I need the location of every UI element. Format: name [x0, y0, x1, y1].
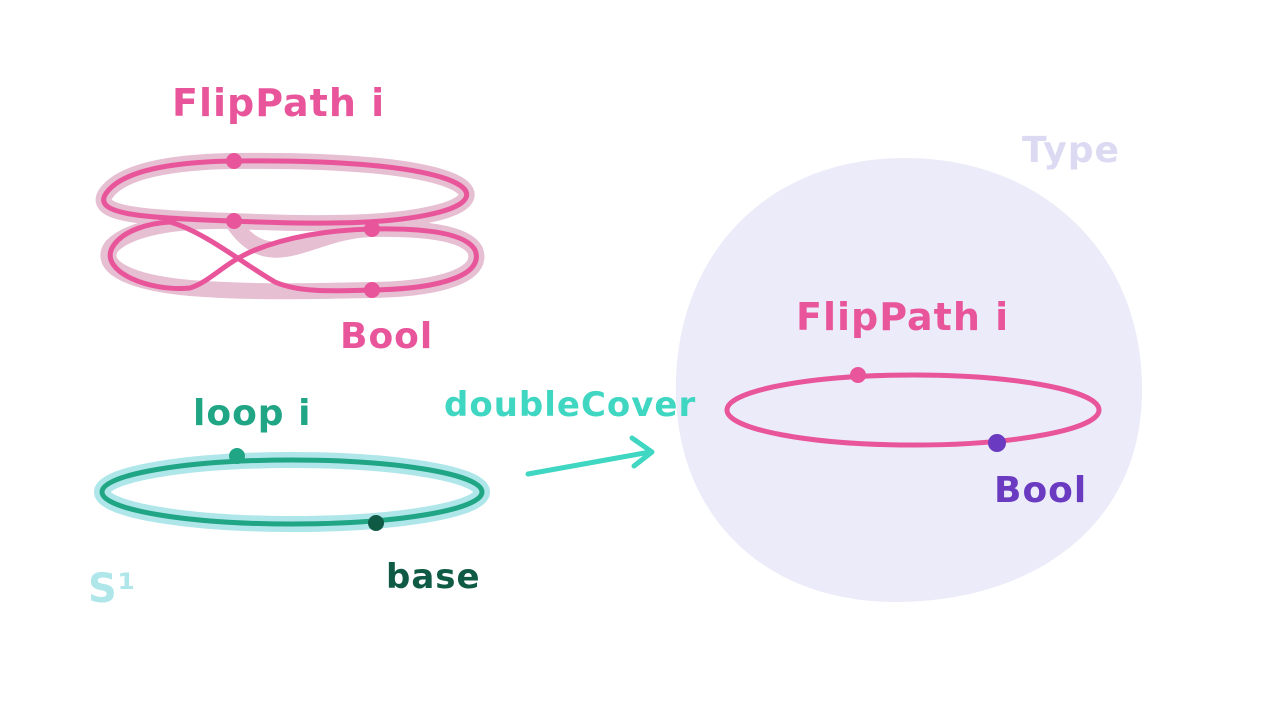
loop-point — [229, 448, 245, 464]
circle-figure — [94, 448, 490, 532]
type-universe-disc — [675, 158, 1143, 603]
cover-point-bottom — [364, 282, 380, 298]
universe-path-point — [850, 367, 866, 383]
cover-total-label: FlipPath i — [172, 81, 385, 125]
universe-path-label: FlipPath i — [796, 295, 1009, 339]
arrow-head — [629, 435, 655, 469]
circle-loop — [99, 457, 485, 527]
map-arrow — [525, 435, 655, 477]
map-label: doubleCover — [444, 385, 696, 425]
double-cover-lower-strand — [107, 219, 479, 294]
double-cover-upper-strand — [101, 158, 470, 226]
universe-path-loop — [724, 372, 1102, 448]
cover-base-label: Bool — [340, 316, 433, 357]
cover-point-top — [226, 153, 242, 169]
base-label: base — [386, 557, 481, 597]
loop-label: loop i — [193, 393, 311, 434]
base-point — [368, 515, 384, 531]
cover-point-mid — [226, 213, 242, 229]
cover-point-right — [364, 221, 380, 237]
double-cover-figure — [95, 152, 485, 300]
circle-name-label: S¹ — [88, 566, 136, 612]
type-label: Type — [1022, 130, 1120, 171]
universe-point-label: Bool — [994, 470, 1087, 511]
bool-point — [988, 434, 1006, 452]
